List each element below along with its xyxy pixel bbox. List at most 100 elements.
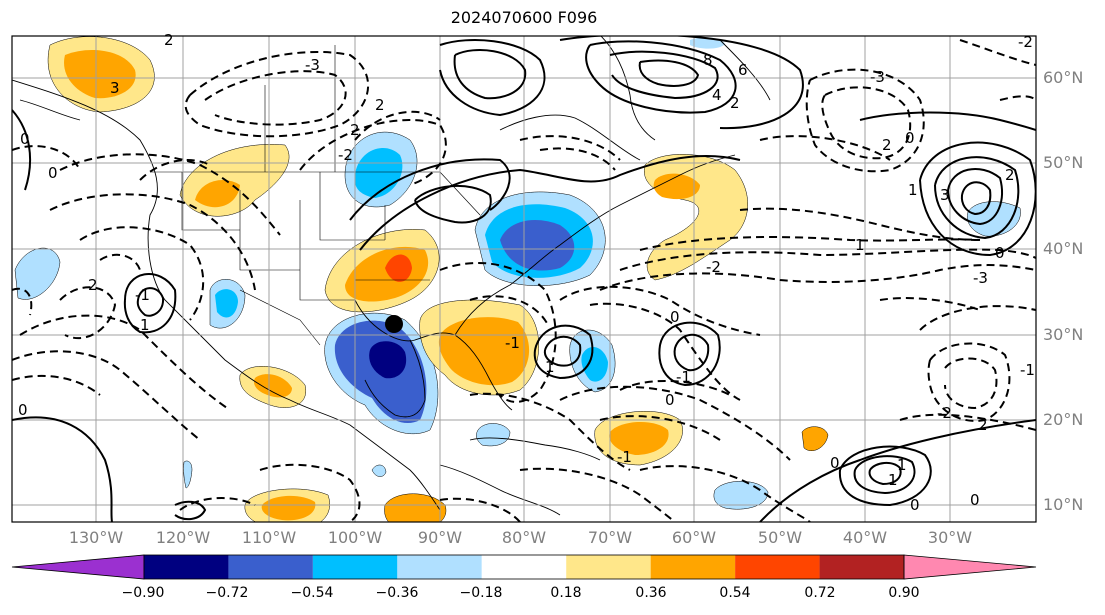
contour-label: -1: [505, 334, 520, 352]
contour-label: 2: [882, 136, 892, 154]
colorbar-extension-high: [903, 554, 1037, 580]
map-frame: [11, 35, 1037, 523]
contour-label: -2: [1018, 33, 1033, 51]
contour-label: 0: [830, 454, 840, 472]
negative-anomaly-blob: [14, 247, 61, 300]
contour-label: 1: [545, 358, 555, 376]
contour-label: 0: [670, 308, 680, 326]
colorbar-segment: [481, 555, 567, 579]
contour-label: 2: [375, 96, 385, 114]
contour-label: 4: [712, 86, 722, 104]
lon-label: 100°W: [327, 528, 383, 547]
colorbar-segment: [566, 555, 651, 579]
storm-center-marker: [385, 315, 403, 333]
colorbar-segment: [650, 555, 736, 579]
contour-label: 1: [888, 471, 898, 489]
negative-anomaly-blob: [371, 464, 387, 477]
contour-label: 0: [665, 391, 675, 409]
lat-label: 50°N: [1043, 153, 1084, 172]
positive-anomaly-blob: [64, 50, 136, 99]
colorbar-tick-label: −0.90: [121, 585, 165, 601]
contour-label: 1: [855, 236, 865, 254]
negative-anomaly-blob: [581, 346, 608, 382]
contour-label: 2: [978, 416, 988, 434]
positive-anomaly-blob: [609, 421, 669, 455]
graticule: [12, 36, 1036, 522]
colorbar-segment: [312, 555, 398, 579]
colorbar-segment: [228, 555, 313, 579]
contour-label: -2: [937, 404, 952, 422]
contour-label: -1: [135, 286, 150, 304]
contour-label: 0: [48, 164, 58, 182]
colorbar-tick-label: −0.72: [205, 585, 249, 601]
negative-anomaly-blob: [215, 289, 238, 318]
colorbar-tick-label: 0.18: [550, 585, 582, 601]
contour-label: 0: [905, 129, 915, 147]
positive-anomaly-blob: [195, 180, 240, 208]
lat-label: 40°N: [1043, 239, 1084, 258]
solid-contours: [12, 36, 1036, 522]
contour-label: 2: [164, 31, 174, 49]
contour-label: 1: [140, 316, 150, 334]
lat-label: 20°N: [1043, 410, 1084, 429]
negative-anomaly-blob: [476, 423, 511, 447]
lon-label: 120°W: [155, 528, 211, 547]
lon-label: 80°W: [501, 528, 547, 547]
contour-label: -3: [973, 269, 988, 287]
political-boundaries: [12, 45, 481, 346]
lon-label: 30°W: [927, 528, 973, 547]
colorbar-frame: [143, 554, 905, 580]
positive-anomaly-blob: [261, 495, 316, 521]
contour-label: 0: [970, 491, 980, 509]
positive-anomaly-blob: [653, 173, 700, 200]
lon-label: 70°W: [587, 528, 633, 547]
colorbar-tick-label: 0.90: [888, 585, 920, 601]
contour-label: -1: [1020, 361, 1035, 379]
contour-label: 2: [730, 94, 740, 112]
contour-label: 2: [350, 121, 360, 139]
contour-labels: 2 3 -3 2 2 -2 0 6 8 4 2 -3 0 1 2 -2 0 1 …: [18, 31, 1035, 514]
contour-label: 0: [18, 401, 28, 419]
colorbar-tick-label: −0.36: [375, 585, 419, 601]
colorbar-tick-label: 0.54: [719, 585, 751, 601]
colorbar-segment: [819, 555, 904, 579]
colorbar: [11, 554, 1037, 580]
colorbar-segment: [144, 555, 229, 579]
contour-label: 1: [897, 456, 907, 474]
contour-label: 0: [20, 130, 30, 148]
shaded-anomaly-layer: [14, 36, 1021, 522]
positive-anomaly-blob: [384, 493, 447, 522]
lat-label: 60°N: [1043, 68, 1084, 87]
positive-anomaly-blob: [438, 317, 530, 386]
colorbar-tick-label: −0.54: [290, 585, 334, 601]
contour-label: 1: [908, 181, 918, 199]
colorbar-tick-label: 0.72: [804, 585, 836, 601]
contour-label: -3: [305, 56, 320, 74]
lon-label: 40°W: [842, 528, 888, 547]
lon-label: 130°W: [68, 528, 124, 547]
contour-label: 0: [910, 496, 920, 514]
contour-label: 2: [1005, 166, 1015, 184]
negative-anomaly-blob: [713, 481, 769, 510]
contour-label: -2: [706, 258, 721, 276]
positive-anomaly-blob: [254, 374, 292, 398]
colorbar-tick-label: −0.18: [459, 585, 503, 601]
contour-label: 3: [940, 186, 950, 204]
colorbar-segment: [397, 555, 482, 579]
negative-anomaly-blob: [500, 220, 575, 271]
map-title: 2024070600 F096: [450, 8, 598, 27]
contour-label: 2: [88, 276, 98, 294]
lon-label: 90°W: [417, 528, 463, 547]
colorbar-extension-low: [11, 554, 145, 580]
lon-label: 110°W: [241, 528, 297, 547]
contour-label: -3: [870, 68, 885, 86]
positive-anomaly-blob: [385, 254, 412, 282]
contour-label: 3: [110, 79, 120, 97]
positive-anomaly-blob: [801, 426, 829, 451]
negative-anomaly-blob: [369, 341, 407, 379]
colorbar-segment: [735, 555, 820, 579]
contour-label: 8: [703, 51, 713, 69]
dashed-contours: [12, 39, 1036, 522]
negative-anomaly-blob: [183, 460, 193, 489]
